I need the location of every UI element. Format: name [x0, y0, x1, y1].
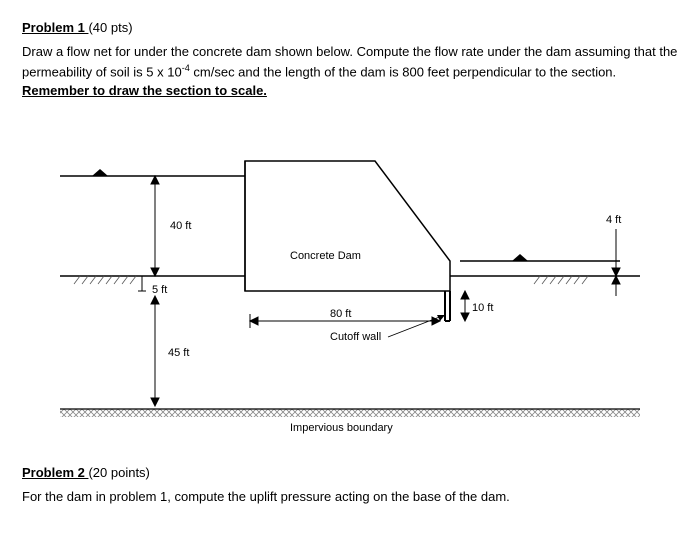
- problem-2-text: For the dam in problem 1, compute the up…: [22, 488, 678, 507]
- label-cutoff-wall: Cutoff wall: [330, 331, 381, 343]
- label-impervious: Impervious boundary: [290, 422, 393, 434]
- label-4ft: 4 ft: [606, 214, 621, 226]
- dam-diagram: 40 ft 4 ft 5 ft 45 ft 80 ft 10 ft Concre…: [40, 121, 660, 451]
- dam-svg: 40 ft 4 ft 5 ft 45 ft 80 ft 10 ft Concre…: [40, 121, 660, 451]
- label-10ft: 10 ft: [472, 302, 493, 314]
- problem-1-text: Draw a flow net for under the concrete d…: [22, 43, 678, 101]
- problem-2-pts: (20 points): [88, 465, 149, 480]
- problem-2-heading: Problem 2 (20 points): [22, 465, 678, 480]
- label-5ft: 5 ft: [152, 284, 167, 296]
- problem-2-title: Problem 2: [22, 465, 88, 480]
- problem-1-heading: Problem 1 (40 pts): [22, 20, 678, 35]
- label-45ft: 45 ft: [168, 347, 189, 359]
- label-80ft: 80 ft: [330, 308, 351, 320]
- problem-1-pts: (40 pts): [88, 20, 132, 35]
- label-40ft: 40 ft: [170, 220, 191, 232]
- label-concrete-dam: Concrete Dam: [290, 250, 361, 262]
- problem-1-title: Problem 1: [22, 20, 88, 35]
